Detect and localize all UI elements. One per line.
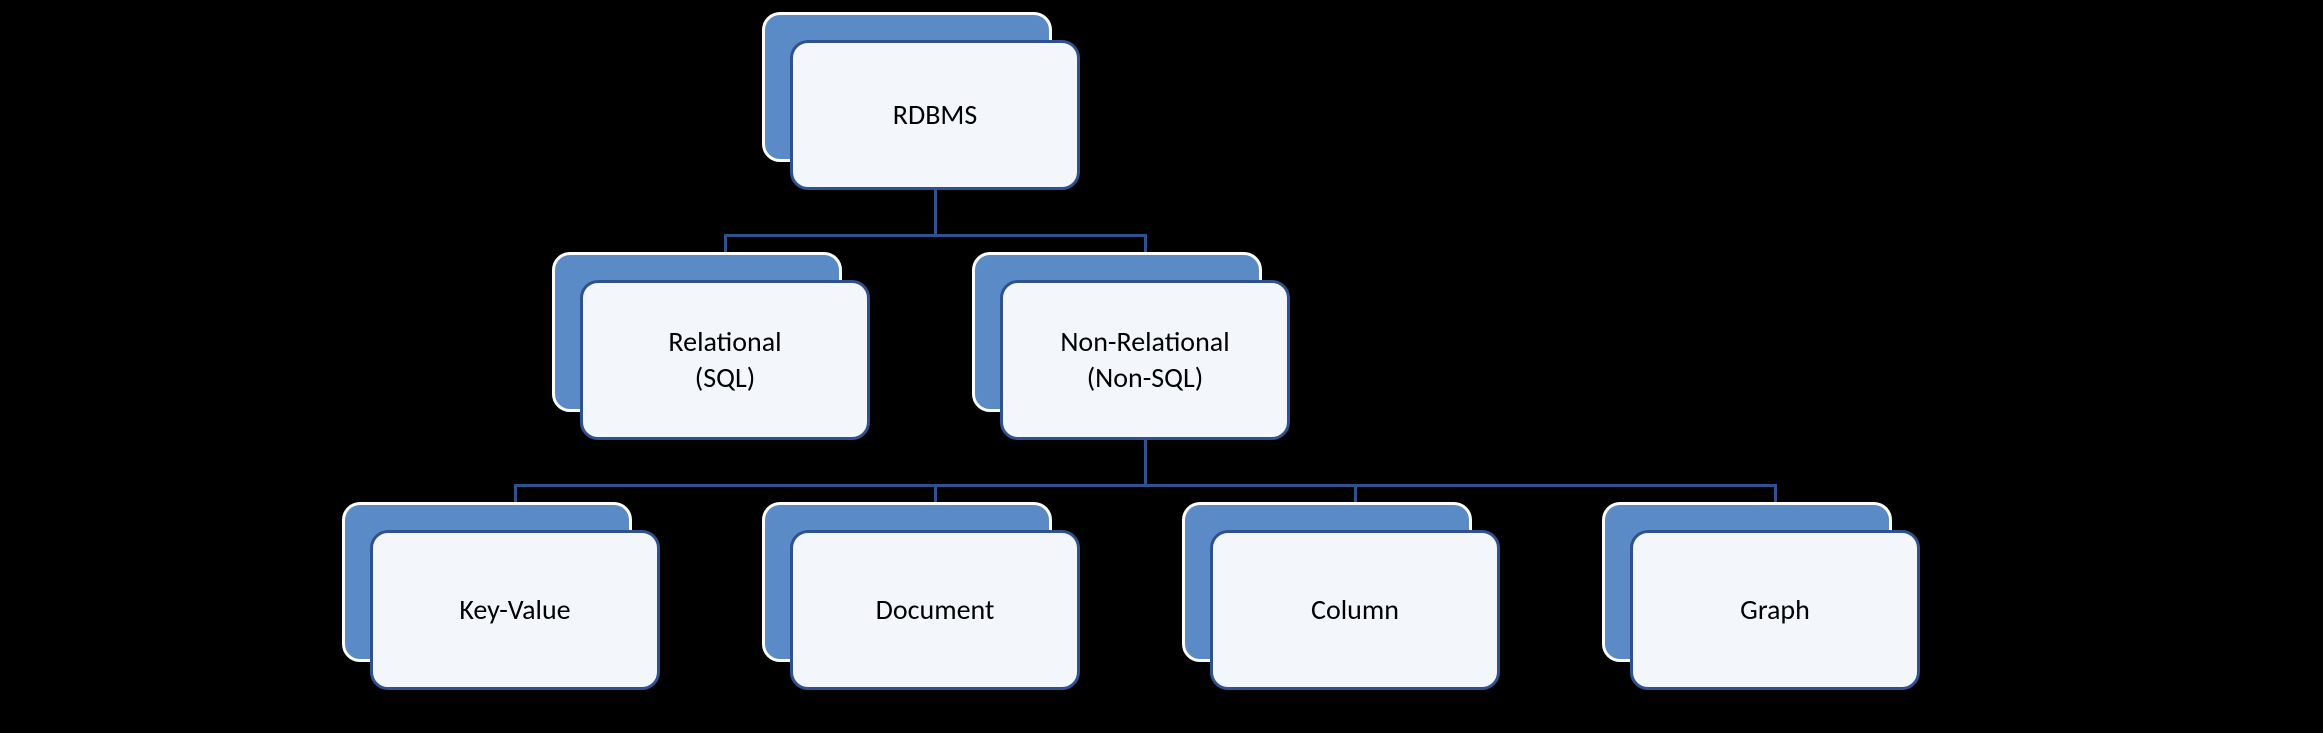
node-front: Relational (SQL) (580, 280, 870, 440)
connector-line (514, 484, 1777, 487)
node-label: Key-Value (459, 592, 570, 628)
node-label: RDBMS (893, 97, 977, 133)
node-front: Column (1210, 530, 1500, 690)
node-label: Non-Relational (Non-SQL) (1060, 324, 1229, 397)
node-label: Relational (SQL) (668, 324, 781, 397)
diagram-canvas: RDBMS Relational (SQL) Non-Relational (Non… (0, 0, 2323, 733)
node-front: Graph (1630, 530, 1920, 690)
node-label: Column (1311, 592, 1399, 628)
node-front: Key-Value (370, 530, 660, 690)
connector-line (724, 234, 1147, 237)
node-label: Graph (1740, 592, 1810, 628)
connector-line (1144, 440, 1147, 485)
node-front: Document (790, 530, 1080, 690)
connector-line (934, 190, 937, 235)
node-front: Non-Relational (Non-SQL) (1000, 280, 1290, 440)
node-label: Document (876, 592, 995, 628)
node-front: RDBMS (790, 40, 1080, 190)
